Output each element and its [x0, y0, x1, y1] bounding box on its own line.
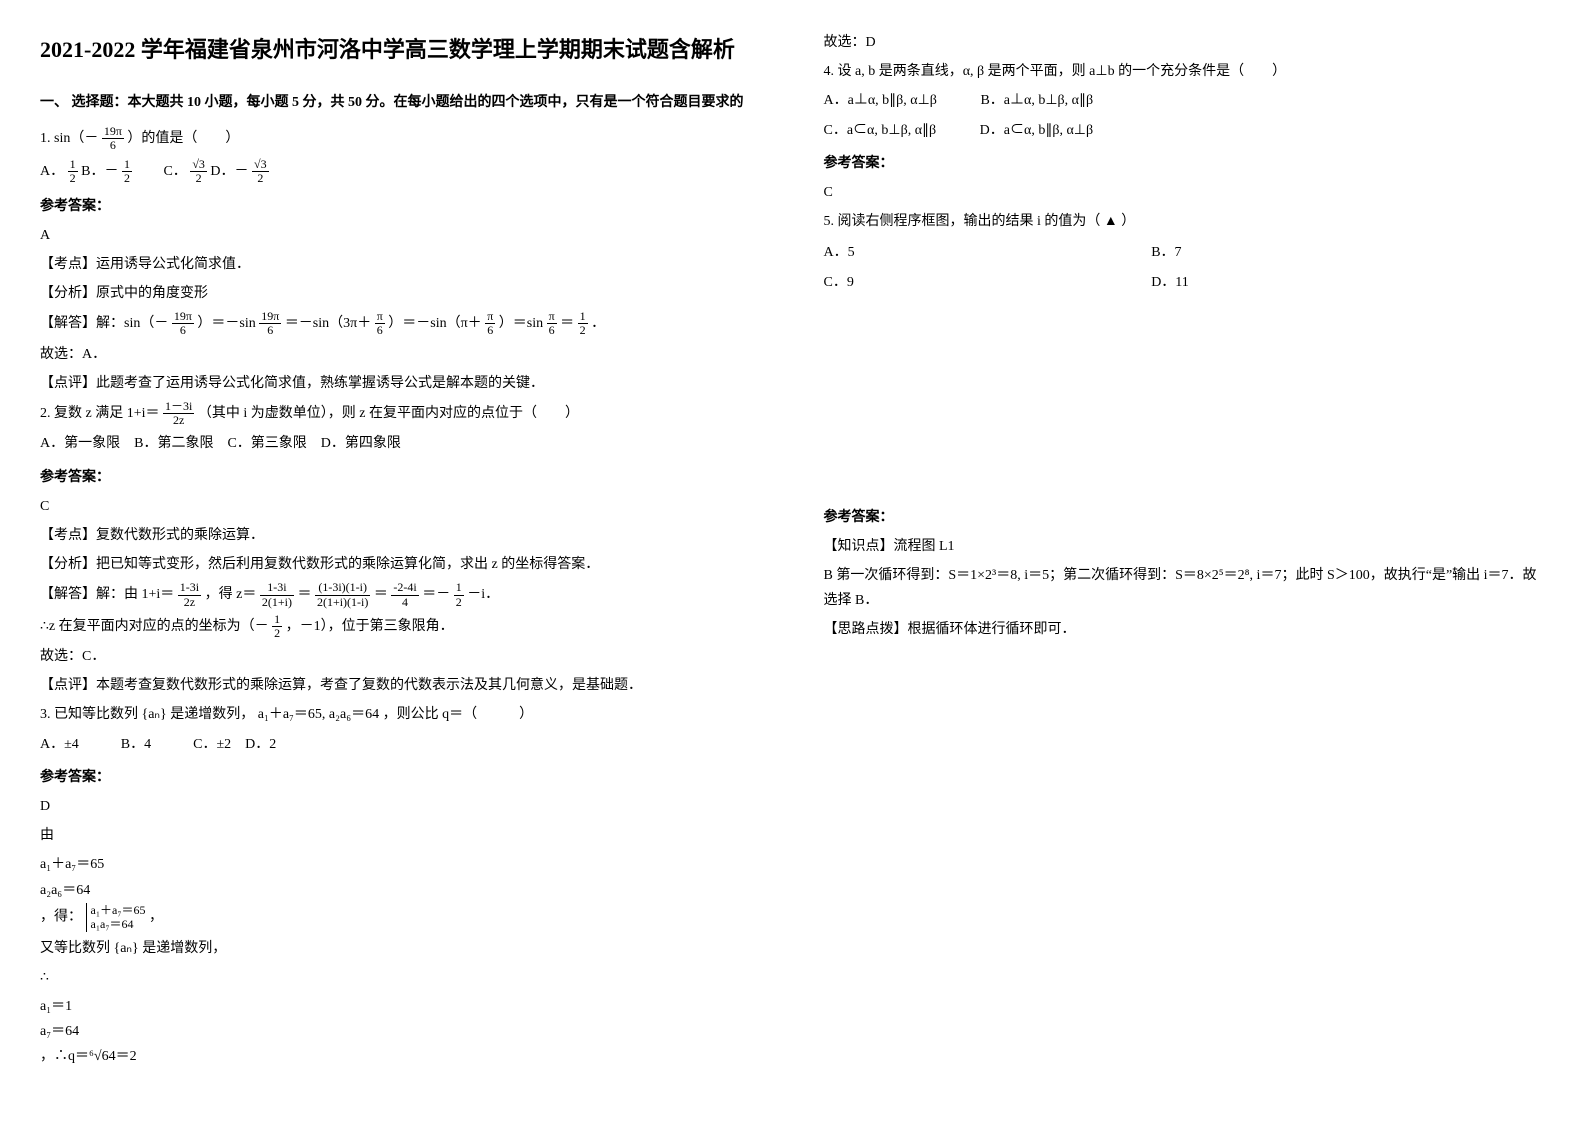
q3-answer: D — [40, 794, 764, 819]
q5-opt-a: A．5 — [824, 238, 1152, 267]
q4-opts-row1: A．a⊥α, b∥β, α⊥β B．a⊥α, b⊥β, α∥β — [824, 88, 1548, 113]
part-a-heading: 一、 选择题：本大题共 10 小题，每小题 5 分，共 50 分。在每小题给出的… — [40, 90, 764, 115]
opt-a-frac: 12 — [68, 158, 78, 185]
q1-gx: 故选：A． — [40, 342, 764, 367]
q1-frac: 19π 6 — [102, 125, 124, 152]
frac-den: 6 — [102, 139, 124, 152]
opt-d-pre: D．－ — [210, 164, 248, 179]
q1-fx: 【分析】原式中的角度变形 — [40, 281, 764, 306]
q1-answer-label: 参考答案： — [40, 194, 764, 219]
q4-answer: C — [824, 180, 1548, 205]
q5-opt-c: C．9 — [824, 268, 1152, 297]
q3-inc: 又等比数列 {aₙ} 是递增数列， — [40, 936, 764, 961]
q3-answer-label: 参考答案： — [40, 765, 764, 790]
page-title: 2021-2022 学年福建省泉州市河洛中学高三数学理上学期期末试题含解析 — [40, 30, 764, 70]
q2-dp: 【点评】本题考查复数代数形式的乘除运算，考查了复数的代数表示法及其几何意义，是基… — [40, 673, 764, 698]
q5-answer: B 第一次循环得到：S＝1×2³＝8, i＝5；第二次循环得到：S＝8×2⁵＝2… — [824, 563, 1548, 613]
q3-stem: 3. 已知等比数列 {aₙ} 是递增数列， a₁＋a₇＝65, a₂a₆＝64 … — [40, 702, 764, 727]
q1-kp: 【考点】运用诱导公式化简求值． — [40, 252, 764, 277]
q5-opt-b: B．7 — [1151, 238, 1547, 267]
opt-c-pre: C． — [135, 164, 186, 179]
q4-stem: 4. 设 a, b 是两条直线，α, β 是两个平面，则 a⊥b 的一个充分条件… — [824, 59, 1548, 84]
frac-num: 19π — [102, 125, 124, 139]
opt-d-frac: √32 — [252, 158, 269, 185]
q1-jd: 【解答】解：sin（－ 19π6 ）＝－sin 19π6 ＝－sin（3π＋ π… — [40, 310, 764, 337]
q5-stem: 5. 阅读右侧程序框图，输出的结果 i 的值为（ ▲ ） — [824, 209, 1548, 234]
q1-text-b: ）的值是（ ） — [127, 131, 239, 146]
q5-sp: 【思路点拨】根据循环体进行循环即可． — [824, 617, 1548, 642]
q1-answer: A — [40, 223, 764, 248]
cases-2: a₁＋a₇＝65 a₁a₇＝64 — [86, 903, 146, 932]
q1-stem: 1. sin（－ 19π 6 ）的值是（ ） — [40, 125, 764, 152]
opt-b-frac: 12 — [122, 158, 132, 185]
q4-answer-label: 参考答案： — [824, 151, 1548, 176]
q2-answer-label: 参考答案： — [40, 465, 764, 490]
q2-answer: C — [40, 494, 764, 519]
q5-options: A．5 B．7 C．9 D．11 — [824, 238, 1548, 296]
q5-opt-d: D．11 — [1151, 268, 1547, 297]
q1-text-a: 1. sin（－ — [40, 131, 98, 146]
q3-options: A．±4 B．4 C．±2 D．2 — [40, 732, 764, 757]
q2-coord: ∴z 在复平面内对应的点的坐标为（－ 12 ，－1），位于第三象限角． — [40, 613, 764, 640]
flowchart-placeholder — [824, 297, 1548, 497]
q3-gx: 故选：D — [824, 30, 1548, 55]
opt-b-pre: B．－ — [81, 164, 118, 179]
q2-gx: 故选：C． — [40, 644, 764, 669]
q3-work2: ∴ — [40, 965, 764, 990]
q4-opts-row2: C．a⊂α, b⊥β, α∥β D．a⊂α, b∥β, α⊥β — [824, 118, 1548, 143]
q3-work1: 由 — [40, 823, 764, 848]
opt-c-frac: √32 — [190, 158, 207, 185]
q1-dp: 【点评】此题考查了运用诱导公式化简求值，熟练掌握诱导公式是解本题的关键． — [40, 371, 764, 396]
q1-options: A． 12 B．－ 12 C． √32 D．－ √32 — [40, 158, 764, 185]
q5-kp: 【知识点】流程图 L1 — [824, 534, 1548, 559]
q2-kp: 【考点】复数代数形式的乘除运算． — [40, 523, 764, 548]
q2-options: A．第一象限 B．第二象限 C．第三象限 D．第四象限 — [40, 431, 764, 456]
opt-a-pre: A． — [40, 164, 64, 179]
q2-jd: 【解答】解：由 1+i＝ 1-3i2z ，得 z＝ 1-3i2(1+i) ＝ (… — [40, 581, 764, 608]
q2-stem: 2. 复数 z 满足 1+i＝ 1－3i2z （其中 i 为虚数单位），则 z … — [40, 400, 764, 427]
q5-answer-label: 参考答案： — [824, 505, 1548, 530]
q2-fx: 【分析】把已知等式变形，然后利用复数代数形式的乘除运算化简，求出 z 的坐标得答… — [40, 552, 764, 577]
